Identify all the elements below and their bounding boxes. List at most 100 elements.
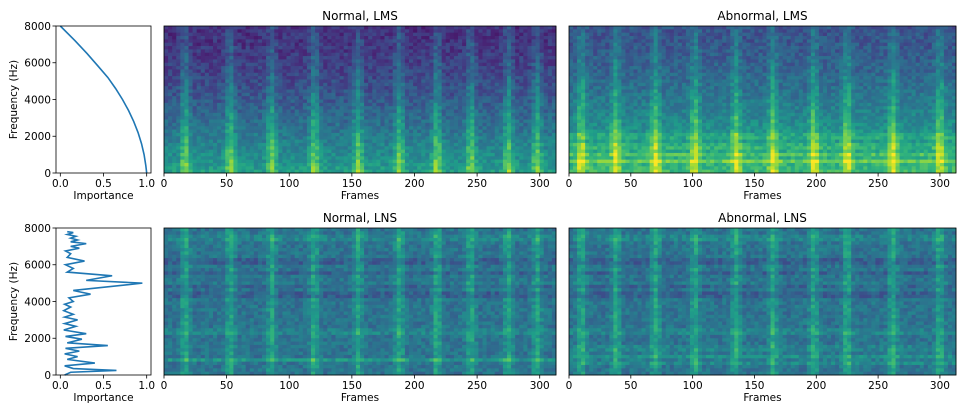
heatmap-cell (286, 146, 291, 151)
heatmap-cell (589, 46, 594, 50)
heatmap-cell (413, 46, 418, 50)
heatmap-cell (527, 92, 532, 97)
heatmap-cell (278, 39, 283, 44)
heatmap-cell (339, 89, 345, 94)
heatmap-cell (225, 119, 230, 124)
heatmap-cell (335, 166, 340, 171)
heatmap-cell (294, 139, 300, 144)
heatmap-cell (176, 39, 181, 44)
heatmap-cell (474, 139, 479, 144)
heatmap-cell (286, 119, 291, 124)
heatmap-cell (315, 62, 320, 67)
heatmap-cell (237, 96, 242, 100)
heatmap-cell (274, 72, 279, 77)
heatmap-cell (180, 169, 185, 174)
heatmap-cell (507, 126, 512, 130)
heatmap-cell (462, 92, 467, 97)
heatmap-cell (384, 69, 389, 74)
heatmap-cell (257, 112, 263, 117)
heatmap-cell (168, 149, 173, 154)
heatmap-cell (229, 156, 234, 161)
heatmap-cell (531, 109, 536, 114)
heatmap-cell (543, 102, 549, 107)
heatmap-cell (409, 36, 414, 40)
heatmap-cell (523, 156, 528, 161)
heatmap-cell (372, 152, 377, 157)
heatmap-cell (527, 29, 532, 34)
heatmap-cell (486, 139, 492, 144)
heatmap-cell (192, 36, 198, 40)
heatmap-cell (523, 119, 528, 124)
heatmap-cell (245, 72, 251, 77)
heatmap-cell (879, 46, 884, 50)
heatmap-cell (384, 159, 389, 164)
heatmap-cell (726, 29, 731, 34)
heatmap-cell (253, 162, 259, 167)
heatmap-cell (315, 119, 320, 124)
heatmap-cell (490, 92, 496, 97)
heatmap-cell (421, 112, 426, 117)
heatmap-cell (515, 119, 520, 124)
heatmap-cell (200, 26, 206, 30)
heatmap-cell (547, 102, 553, 107)
heatmap-cell (302, 136, 308, 140)
heatmap-cell (409, 156, 414, 161)
spec-normal-lms-frame (163, 25, 557, 174)
heatmap-cell (233, 32, 238, 37)
heatmap-cell (943, 32, 949, 37)
heatmap-cell (229, 126, 234, 130)
heatmap-cell (470, 99, 475, 104)
heatmap-cell (425, 129, 430, 134)
heatmap-cell (458, 116, 463, 120)
heatmap-cell (766, 36, 771, 40)
heatmap-cell (466, 49, 471, 54)
heatmap-cell (515, 49, 520, 54)
heatmap-cell (714, 39, 719, 44)
heatmap-cell (253, 122, 259, 127)
heatmap-cell (164, 169, 169, 174)
heatmap-cell (225, 82, 230, 87)
heatmap-cell (543, 52, 549, 57)
heatmap-cell (527, 142, 532, 147)
heatmap-cell (657, 26, 663, 30)
heatmap-cell (847, 32, 852, 37)
heatmap-cell (294, 166, 300, 171)
heatmap-cell (311, 62, 316, 67)
heatmap-cell (515, 116, 520, 120)
heatmap-cell (400, 99, 406, 104)
heatmap-cell (653, 49, 659, 54)
heatmap-cell (372, 72, 377, 77)
heatmap-cell (891, 26, 896, 30)
heatmap-cell (221, 79, 226, 84)
heatmap-cell (462, 79, 467, 84)
heatmap-cell (404, 136, 410, 140)
heatmap-cell (742, 36, 747, 40)
heatmap-cell (376, 69, 381, 74)
heatmap-cell (629, 36, 634, 40)
heatmap-cell (535, 146, 541, 151)
heatmap-cell (372, 29, 377, 34)
heatmap-cell (693, 49, 699, 54)
heatmap-cell (782, 39, 788, 44)
heatmap-cell (425, 162, 430, 167)
heatmap-cell (539, 66, 545, 70)
heatmap-cell (200, 29, 206, 34)
heatmap-cell (657, 36, 663, 40)
heatmap-cell (931, 29, 937, 34)
heatmap-cell (601, 26, 606, 30)
heatmap-cell (286, 99, 291, 104)
heatmap-cell (176, 52, 181, 57)
heatmap-cell (274, 129, 279, 134)
heatmap-cell (298, 149, 304, 154)
heatmap-cell (315, 132, 320, 137)
heatmap-cell (302, 39, 308, 44)
heatmap-cell (417, 116, 422, 120)
heatmap-cell (851, 46, 856, 50)
heatmap-cell (278, 29, 283, 34)
heatmap-cell (794, 36, 800, 40)
heatmap-cell (543, 119, 549, 124)
heatmap-cell (396, 119, 402, 124)
heatmap-cell (262, 96, 267, 100)
heatmap-cell (229, 146, 234, 151)
heatmap-cell (262, 69, 267, 74)
